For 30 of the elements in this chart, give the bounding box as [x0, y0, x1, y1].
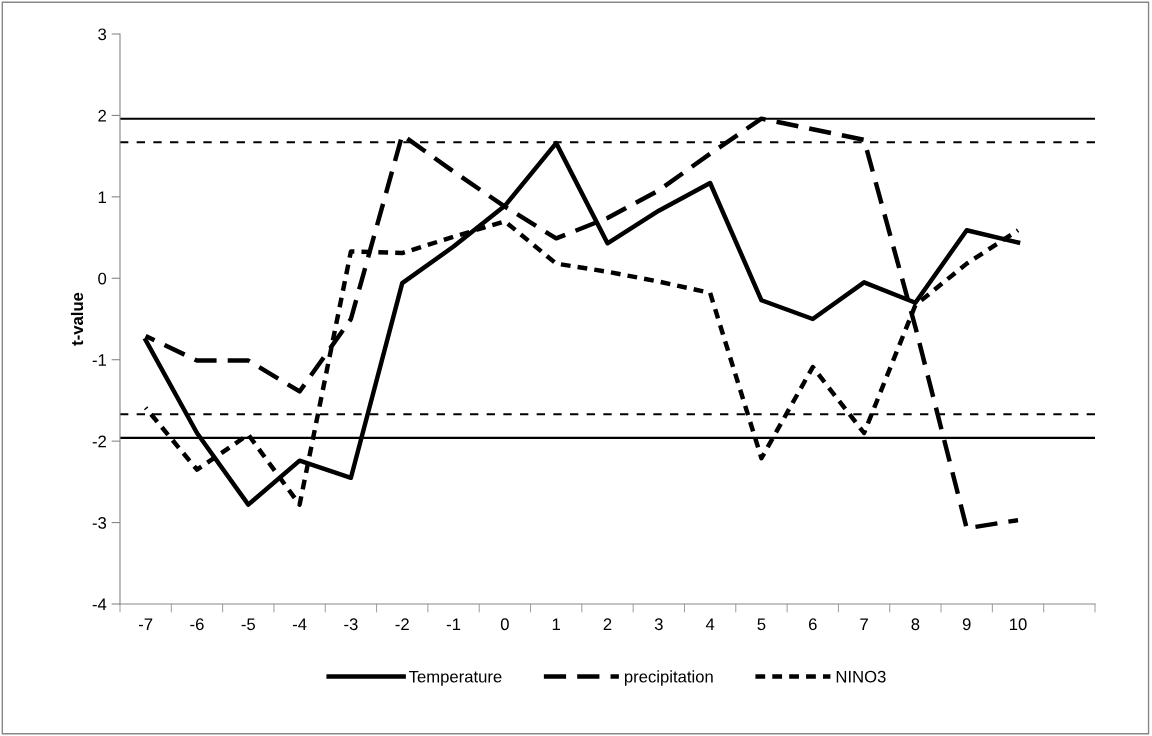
x-tick-label: 4	[705, 618, 715, 630]
legend-label: precipitation	[624, 670, 713, 686]
x-tick-label: 8	[911, 618, 920, 631]
y-tick-label: -3	[92, 516, 107, 529]
x-tick-label: 2	[603, 618, 612, 630]
x-tick-label: -5	[241, 618, 255, 631]
legend-label: Temperature	[409, 670, 502, 686]
x-tick-label: 0	[500, 618, 509, 631]
y-tick-label: 0	[98, 272, 107, 285]
x-tick-label: 5	[757, 618, 766, 631]
x-tick-label: 7	[860, 618, 868, 630]
x-tick-label: -4	[292, 618, 307, 630]
x-tick-label: 9	[962, 618, 971, 631]
y-tick-label: 2	[98, 109, 106, 122]
x-tick-label: -7	[138, 618, 153, 630]
x-tick-label: -6	[190, 618, 204, 631]
x-tick-label: 10	[1010, 618, 1027, 631]
y-tick-label: 3	[98, 28, 107, 41]
legend-label: NINO3	[836, 670, 886, 683]
y-tick-label: -2	[92, 435, 106, 448]
x-tick-label: 1	[552, 618, 561, 630]
y-tick-label: -1	[92, 354, 106, 366]
y-axis-title: t-value	[70, 292, 84, 346]
x-tick-label: 6	[808, 618, 817, 631]
y-tick-label: -4	[92, 598, 107, 611]
y-tick-label: 1	[98, 191, 106, 203]
x-tick-label: -2	[395, 618, 409, 630]
x-tick-label: 3	[654, 618, 663, 631]
x-tick-label: -3	[344, 618, 358, 631]
x-tick-label: -1	[446, 618, 461, 630]
